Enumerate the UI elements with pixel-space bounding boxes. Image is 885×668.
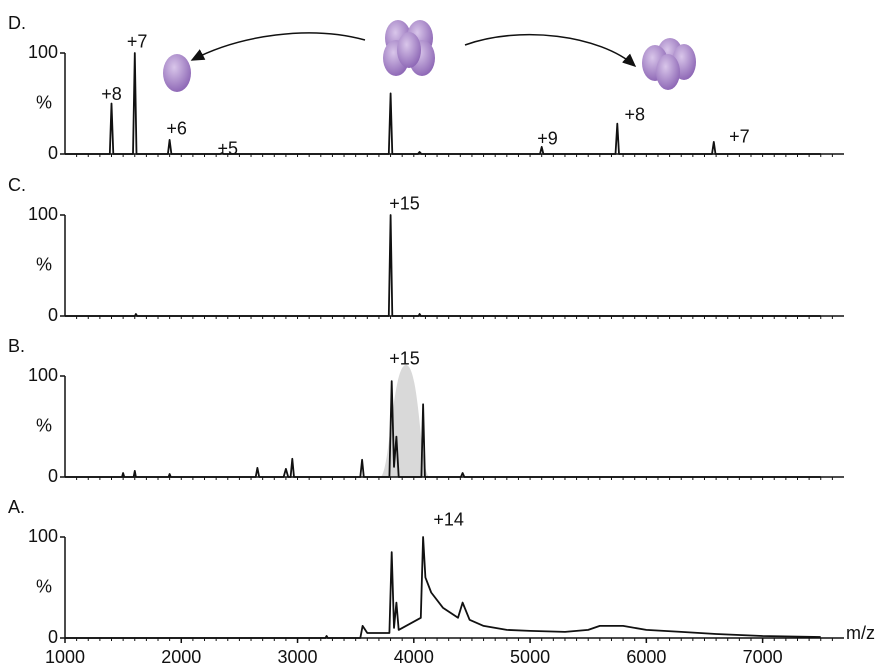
- x-tick-label: 7000: [743, 647, 783, 667]
- y-tick-label: 0: [48, 305, 58, 325]
- charge-label: +15: [389, 194, 420, 214]
- x-tick-label: 2000: [161, 647, 201, 667]
- y-tick-label: 100: [28, 204, 58, 224]
- charge-label: +15: [389, 349, 420, 369]
- x-tick-label: 3000: [278, 647, 318, 667]
- panel-title: C.: [8, 175, 26, 195]
- x-axis-label: m/z: [846, 623, 875, 643]
- y-tick-label: 0: [48, 627, 58, 647]
- spectrum-line: [65, 380, 821, 478]
- x-tick-label: 5000: [510, 647, 550, 667]
- icons: [163, 20, 696, 92]
- charge-label: +6: [166, 119, 187, 139]
- charge-label: +5: [218, 139, 239, 159]
- x-tick-label: 1000: [45, 647, 85, 667]
- spectrum-line: [65, 52, 821, 155]
- panel-title: D.: [8, 13, 26, 33]
- y-axis-label: %: [36, 415, 52, 435]
- y-tick-label: 100: [28, 42, 58, 62]
- y-axis-label: %: [36, 92, 52, 112]
- charge-label: +8: [101, 84, 122, 104]
- x-tick-label: 6000: [626, 647, 666, 667]
- charge-label: +9: [537, 129, 558, 149]
- y-axis-label: %: [36, 576, 52, 596]
- x-tick-label: 4000: [394, 647, 434, 667]
- y-tick-label: 100: [28, 365, 58, 385]
- y-tick-label: 0: [48, 143, 58, 163]
- panel-title: B.: [8, 336, 25, 356]
- highlight-band: [380, 365, 430, 477]
- charge-label: +8: [624, 104, 645, 124]
- panel-title: A.: [8, 497, 25, 517]
- y-tick-label: 0: [48, 466, 58, 486]
- spectrum-line: [65, 536, 821, 639]
- spectrum-line: [65, 214, 821, 317]
- y-axis-label: %: [36, 254, 52, 274]
- charge-label: +14: [433, 510, 464, 530]
- charge-label: +7: [127, 32, 148, 52]
- y-tick-label: 100: [28, 526, 58, 546]
- charge-label: +7: [729, 127, 750, 147]
